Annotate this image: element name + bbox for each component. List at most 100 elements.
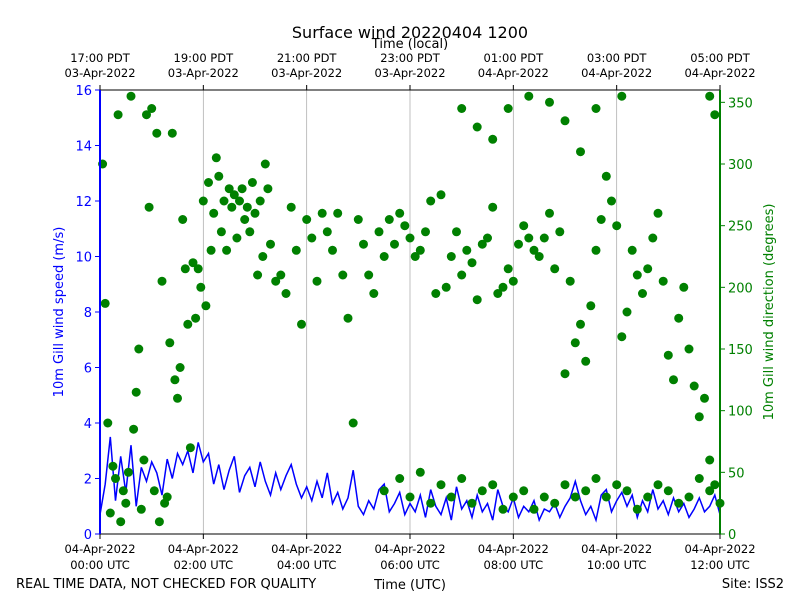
direction-point — [395, 474, 405, 483]
left-tick-label: 4 — [84, 417, 92, 432]
direction-point — [529, 504, 539, 514]
direction-point — [353, 215, 363, 224]
right-tick-label: 50 — [728, 466, 745, 481]
direction-point — [405, 492, 415, 502]
direction-point — [333, 208, 343, 218]
direction-point — [560, 480, 570, 490]
direction-point — [684, 344, 694, 354]
direction-point — [498, 504, 508, 514]
direction-point — [612, 480, 622, 490]
bottom-tick-time: 04:00 UTC — [277, 558, 337, 572]
left-axis-label: 10m Gill wind speed (m/s) — [52, 227, 67, 398]
direction-point — [694, 474, 704, 483]
top-tick-time: 17:00 PDT — [70, 51, 131, 65]
direction-point — [669, 375, 678, 385]
direction-point — [560, 369, 570, 379]
direction-point — [235, 196, 244, 206]
direction-point — [705, 91, 715, 101]
top-tick-date: 03-Apr-2022 — [168, 66, 239, 80]
direction-point — [400, 221, 410, 231]
direction-point — [457, 270, 467, 280]
left-tick-label: 8 — [84, 306, 92, 321]
left-tick-label: 2 — [84, 473, 92, 488]
direction-point — [472, 295, 482, 305]
direction-point — [488, 134, 498, 144]
direction-point — [617, 332, 627, 342]
direction-point — [162, 492, 172, 502]
direction-point — [508, 492, 518, 502]
direction-point — [503, 104, 513, 113]
top-tick-time: 01:00 PDT — [484, 51, 545, 65]
direction-point — [705, 455, 715, 465]
direction-point — [175, 363, 185, 372]
direction-point — [545, 208, 554, 218]
direction-point — [312, 276, 322, 286]
direction-point — [198, 196, 208, 206]
direction-point — [147, 104, 157, 113]
direction-point — [524, 233, 534, 243]
direction-point — [467, 258, 477, 268]
direction-point — [524, 91, 534, 101]
direction-point — [462, 245, 472, 255]
direction-point — [245, 227, 255, 237]
direction-point — [405, 233, 415, 243]
direction-point — [570, 338, 580, 348]
direction-point — [131, 387, 141, 397]
direction-point — [674, 313, 684, 323]
chart-title: Surface wind 20220404 1200 — [292, 23, 528, 42]
direction-point — [379, 252, 389, 261]
bottom-tick-time: 10:00 UTC — [587, 558, 647, 572]
direction-point — [188, 258, 198, 268]
direction-point — [247, 178, 257, 187]
left-tick-label: 16 — [75, 84, 92, 99]
direction-point — [694, 412, 704, 422]
right-tick-label: 100 — [728, 405, 753, 420]
direction-point — [612, 221, 622, 231]
direction-point — [302, 215, 312, 224]
direction-point — [446, 492, 456, 502]
direction-point — [209, 208, 219, 218]
direction-point — [379, 486, 389, 496]
right-tick-label: 200 — [728, 281, 753, 296]
direction-point — [431, 289, 441, 298]
direction-point — [488, 202, 498, 212]
direction-point — [426, 498, 436, 508]
direction-point — [263, 184, 273, 194]
right-axis-label: 10m Gill wind direction (degrees) — [762, 204, 777, 421]
right-axis-ticks: 0 50 100 150 200 250 300 350 — [720, 96, 753, 543]
top-tick-time: 03:00 PDT — [587, 51, 648, 65]
direction-point — [185, 443, 195, 453]
direction-point — [390, 239, 399, 249]
direction-point — [196, 282, 206, 292]
direction-point — [627, 245, 637, 255]
direction-point — [227, 202, 237, 212]
direction-point — [384, 215, 394, 224]
x-axis-label: Time (UTC) — [373, 578, 446, 593]
direction-point — [653, 480, 663, 490]
bottom-tick-date: 04-Apr-2022 — [271, 542, 342, 556]
direction-point — [663, 486, 673, 496]
direction-point — [307, 233, 317, 243]
site-label: Site: ISS2 — [722, 577, 784, 592]
top-tick-time: 19:00 PDT — [174, 51, 235, 65]
direction-point — [152, 128, 162, 138]
direction-point — [219, 196, 229, 206]
direction-point — [266, 239, 275, 249]
left-tick-label: 12 — [75, 195, 92, 210]
direction-point — [483, 233, 492, 243]
direction-point — [111, 474, 120, 483]
direction-point — [508, 276, 518, 286]
bottom-tick-date: 04-Apr-2022 — [581, 542, 652, 556]
direction-point — [178, 215, 188, 224]
direction-point — [601, 171, 611, 181]
top-tick-time: 23:00 PDT — [380, 51, 441, 65]
direction-point — [237, 184, 247, 194]
direction-point — [457, 474, 467, 483]
right-tick-label: 0 — [728, 528, 736, 543]
direction-point — [514, 239, 523, 249]
direction-point — [286, 202, 296, 212]
direction-point — [364, 270, 374, 280]
top-tick-date: 03-Apr-2022 — [271, 66, 342, 80]
